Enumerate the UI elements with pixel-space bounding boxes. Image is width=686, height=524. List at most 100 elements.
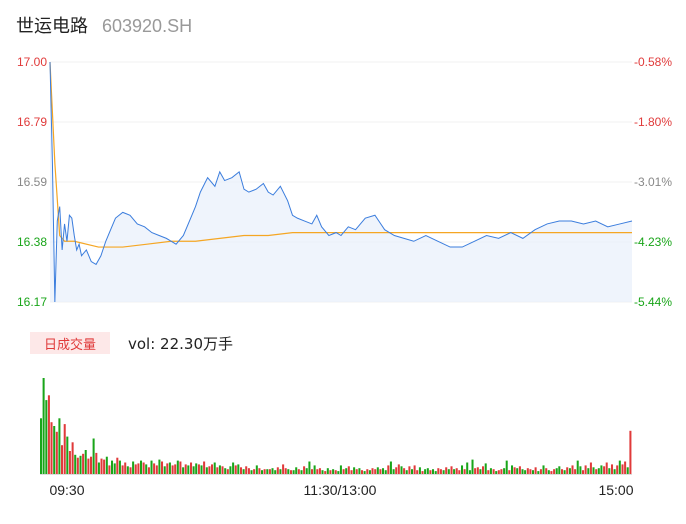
volume-bar: [176, 460, 179, 474]
volume-bar: [90, 456, 93, 474]
volume-bar: [253, 469, 256, 474]
volume-bar: [111, 460, 114, 474]
volume-bar: [192, 466, 195, 474]
volume-bar: [292, 470, 295, 474]
volume-bar: [108, 465, 111, 474]
volume-bar: [574, 469, 577, 474]
volume-bar: [337, 471, 340, 474]
volume-bar: [545, 468, 548, 474]
volume-bar: [47, 395, 50, 474]
volume-bar: [466, 462, 469, 474]
volume-bar: [576, 460, 579, 474]
volume-bar: [342, 469, 345, 474]
volume-bar: [100, 458, 103, 474]
volume-bar: [182, 467, 185, 474]
volume-bar: [126, 466, 129, 474]
y-axis-right: -0.58% -1.80% -3.01% -4.23% -5.44%: [634, 55, 672, 309]
volume-bar: [495, 471, 498, 474]
volume-bar: [345, 468, 348, 474]
volume-bar: [121, 465, 124, 474]
volume-value: vol: 22.30万手: [128, 335, 233, 353]
volume-bar: [432, 469, 435, 474]
x-tick: 09:30: [49, 482, 84, 498]
volume-bar: [74, 454, 77, 474]
volume-bar: [418, 467, 421, 474]
volume-bar: [489, 468, 492, 474]
volume-bar: [158, 459, 161, 474]
volume-bar: [334, 470, 337, 474]
volume-bar: [240, 467, 243, 474]
volume-bar: [166, 463, 169, 474]
volume-bar: [429, 470, 432, 474]
volume-bar: [368, 470, 371, 474]
volume-bar: [221, 466, 224, 474]
volume-bar: [387, 465, 390, 474]
volume-bar: [218, 465, 221, 474]
price-line: [49, 61, 633, 303]
volume-bar: [566, 467, 569, 474]
stock-code: 603920.SH: [102, 16, 193, 36]
y-axis-left: 17.00 16.79 16.59 16.38 16.17: [17, 55, 47, 309]
volume-bar: [153, 463, 156, 474]
volume-bar: [137, 463, 140, 474]
volume-bar: [53, 426, 56, 474]
volume-bar: [68, 451, 71, 474]
volume-bar: [347, 466, 350, 474]
volume-bar: [597, 468, 600, 474]
volume-bar: [395, 467, 398, 474]
volume-bar: [550, 471, 553, 474]
volume-bar: [600, 465, 603, 474]
volume-bar: [526, 468, 529, 474]
volume-bar: [308, 461, 311, 474]
volume-bar: [203, 461, 206, 474]
y-left-tick: 16.79: [17, 115, 47, 129]
volume-bar: [324, 471, 327, 474]
volume-bar: [145, 464, 148, 474]
price-area: [50, 62, 632, 302]
volume-bar: [140, 460, 143, 474]
volume-bar: [458, 470, 461, 474]
volume-bar: [79, 455, 82, 474]
volume-bar: [516, 468, 519, 474]
volume-tab[interactable]: 日成交量: [30, 332, 110, 354]
volume-bar: [311, 469, 314, 474]
volume-bar: [129, 467, 132, 474]
volume-bar: [450, 466, 453, 474]
volume-bar: [150, 460, 153, 474]
volume-bar: [163, 466, 166, 474]
volume-bar: [592, 467, 595, 474]
volume-bar: [266, 469, 269, 474]
stock-header: 世运电路 603920.SH: [16, 12, 192, 40]
volume-bar: [374, 469, 377, 474]
volume-bar: [155, 465, 158, 474]
volume-bar: [58, 418, 61, 474]
volume-bar: [555, 468, 558, 474]
volume-bar: [279, 469, 282, 474]
volume-bar: [303, 466, 306, 474]
volume-bar: [558, 466, 561, 474]
volume-bar: [237, 464, 240, 474]
volume-bar: [371, 468, 374, 474]
volume-bar: [453, 469, 456, 474]
y-right-tick: -1.80%: [634, 115, 672, 129]
volume-bar: [534, 467, 537, 474]
volume-bar: [161, 461, 164, 474]
volume-bar: [142, 462, 145, 474]
volume-bar: [382, 468, 385, 474]
volume-bar: [497, 470, 500, 474]
volume-bar: [208, 466, 211, 474]
volume-bar: [61, 445, 64, 474]
volume-bar: [461, 465, 464, 474]
volume-bar: [618, 460, 621, 474]
volume-bar: [179, 461, 182, 474]
volume-bar: [195, 463, 198, 474]
volume-bar: [476, 467, 479, 474]
volume-bar: [413, 465, 416, 474]
volume-bar: [287, 469, 290, 474]
volume-bar: [479, 469, 482, 474]
volume-bar: [282, 464, 285, 474]
price-lines: [49, 61, 633, 303]
volume-bar: [258, 468, 261, 474]
volume-bar: [82, 453, 85, 474]
volume-bar: [245, 466, 248, 474]
